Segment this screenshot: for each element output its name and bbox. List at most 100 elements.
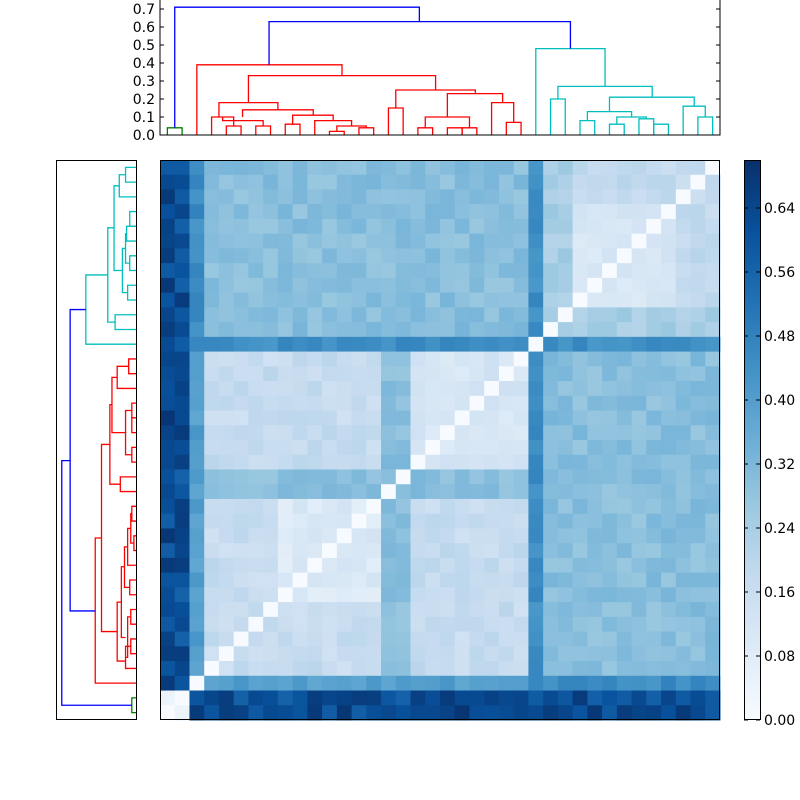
heatmap-cell [572,557,588,574]
heatmap-cell [528,557,544,574]
heatmap-cell [381,395,397,412]
heatmap-cell [543,189,559,205]
heatmap-cell [602,336,618,353]
heatmap-cell [218,160,235,176]
heatmap-cell [381,277,397,294]
heatmap-cell [543,440,559,456]
heatmap-cell [572,248,588,264]
heatmap-cell [602,292,618,308]
heatmap-cell [322,160,338,176]
heatmap-cell [351,174,367,190]
heatmap-cell [307,204,323,220]
heatmap-cell [690,616,706,633]
heatmap-cell [366,366,382,382]
heatmap-cell [513,307,529,323]
heatmap-cell [366,218,382,235]
heatmap-cell [631,204,647,220]
heatmap-cell [160,690,176,706]
heatmap-cell [351,292,367,308]
dendrogram-link [549,98,566,135]
heatmap-cell [631,381,647,397]
heatmap-cell [498,498,515,515]
heatmap-cell [189,248,205,264]
heatmap-cell [174,174,190,190]
heatmap-cell [513,543,529,559]
heatmap-cell [425,631,441,647]
heatmap-cell [307,277,323,294]
heatmap-cell [174,587,190,603]
heatmap-cell [351,307,367,323]
heatmap-cell [395,381,412,397]
heatmap-cell [572,189,588,205]
heatmap-cell [174,307,190,323]
heatmap-cell [381,469,397,485]
heatmap-cell [160,410,176,426]
heatmap-cell [498,204,515,220]
heatmap-cell [616,690,633,706]
heatmap-cell [292,336,308,353]
heatmap-cell [484,233,500,249]
heatmap-cell [602,263,618,279]
heatmap-cell [587,336,603,353]
heatmap-cell [690,204,706,220]
heatmap-cell [425,690,441,706]
heatmap-cell [322,469,338,485]
heatmap-cell [705,366,721,382]
heatmap-cell [277,395,294,412]
heatmap-cell [543,572,559,588]
heatmap-cell [543,366,559,382]
heatmap-cell [263,572,279,588]
heatmap-cell [248,616,264,633]
heatmap-cell [322,351,338,367]
heatmap-cell [248,469,264,485]
heatmap-cell [277,454,294,470]
heatmap-cell [631,366,647,382]
heatmap-cell [425,366,441,382]
heatmap-cell [160,218,176,235]
heatmap-cell [366,336,382,353]
heatmap-cell [395,675,412,692]
heatmap-cell [440,602,456,618]
heatmap-cell [366,160,382,176]
heatmap-cell [248,277,264,294]
heatmap-cell [263,395,279,412]
heatmap-cell [469,675,485,692]
heatmap-cell [322,395,338,412]
heatmap-cell [204,616,220,633]
heatmap-cell [528,616,544,633]
heatmap-cell [204,557,220,574]
heatmap-cell [410,277,426,294]
heatmap-cell [646,174,662,190]
heatmap-cell [675,646,692,662]
heatmap-cell [233,395,249,412]
heatmap-cell [218,513,235,529]
heatmap-cell [631,690,647,706]
heatmap-cell [204,307,220,323]
heatmap-cell [454,705,470,721]
heatmap-cell [631,469,647,485]
heatmap-cell [454,204,470,220]
dendrogram-link [125,616,131,659]
heatmap-cell [277,675,294,692]
heatmap-cell [233,174,249,190]
heatmap-cell [690,233,706,249]
heatmap-cell [292,661,308,677]
heatmap-cell [218,498,235,515]
heatmap-cell [572,204,588,220]
heatmap-cell [440,631,456,647]
heatmap-cell [410,425,426,441]
heatmap-cell [160,616,176,633]
heatmap-cell [705,469,721,485]
heatmap-cell [218,469,235,485]
heatmap-cell [277,277,294,294]
heatmap-cell [218,572,235,588]
heatmap-cell [498,572,515,588]
dendrogram-link [131,697,136,714]
heatmap-cell [616,572,633,588]
heatmap-cell [690,528,706,544]
heatmap-cell [425,616,441,633]
y-tick-label: 0.4 [133,56,155,72]
heatmap-cell [543,425,559,441]
heatmap-cell [218,616,235,633]
heatmap-cell [675,705,692,721]
